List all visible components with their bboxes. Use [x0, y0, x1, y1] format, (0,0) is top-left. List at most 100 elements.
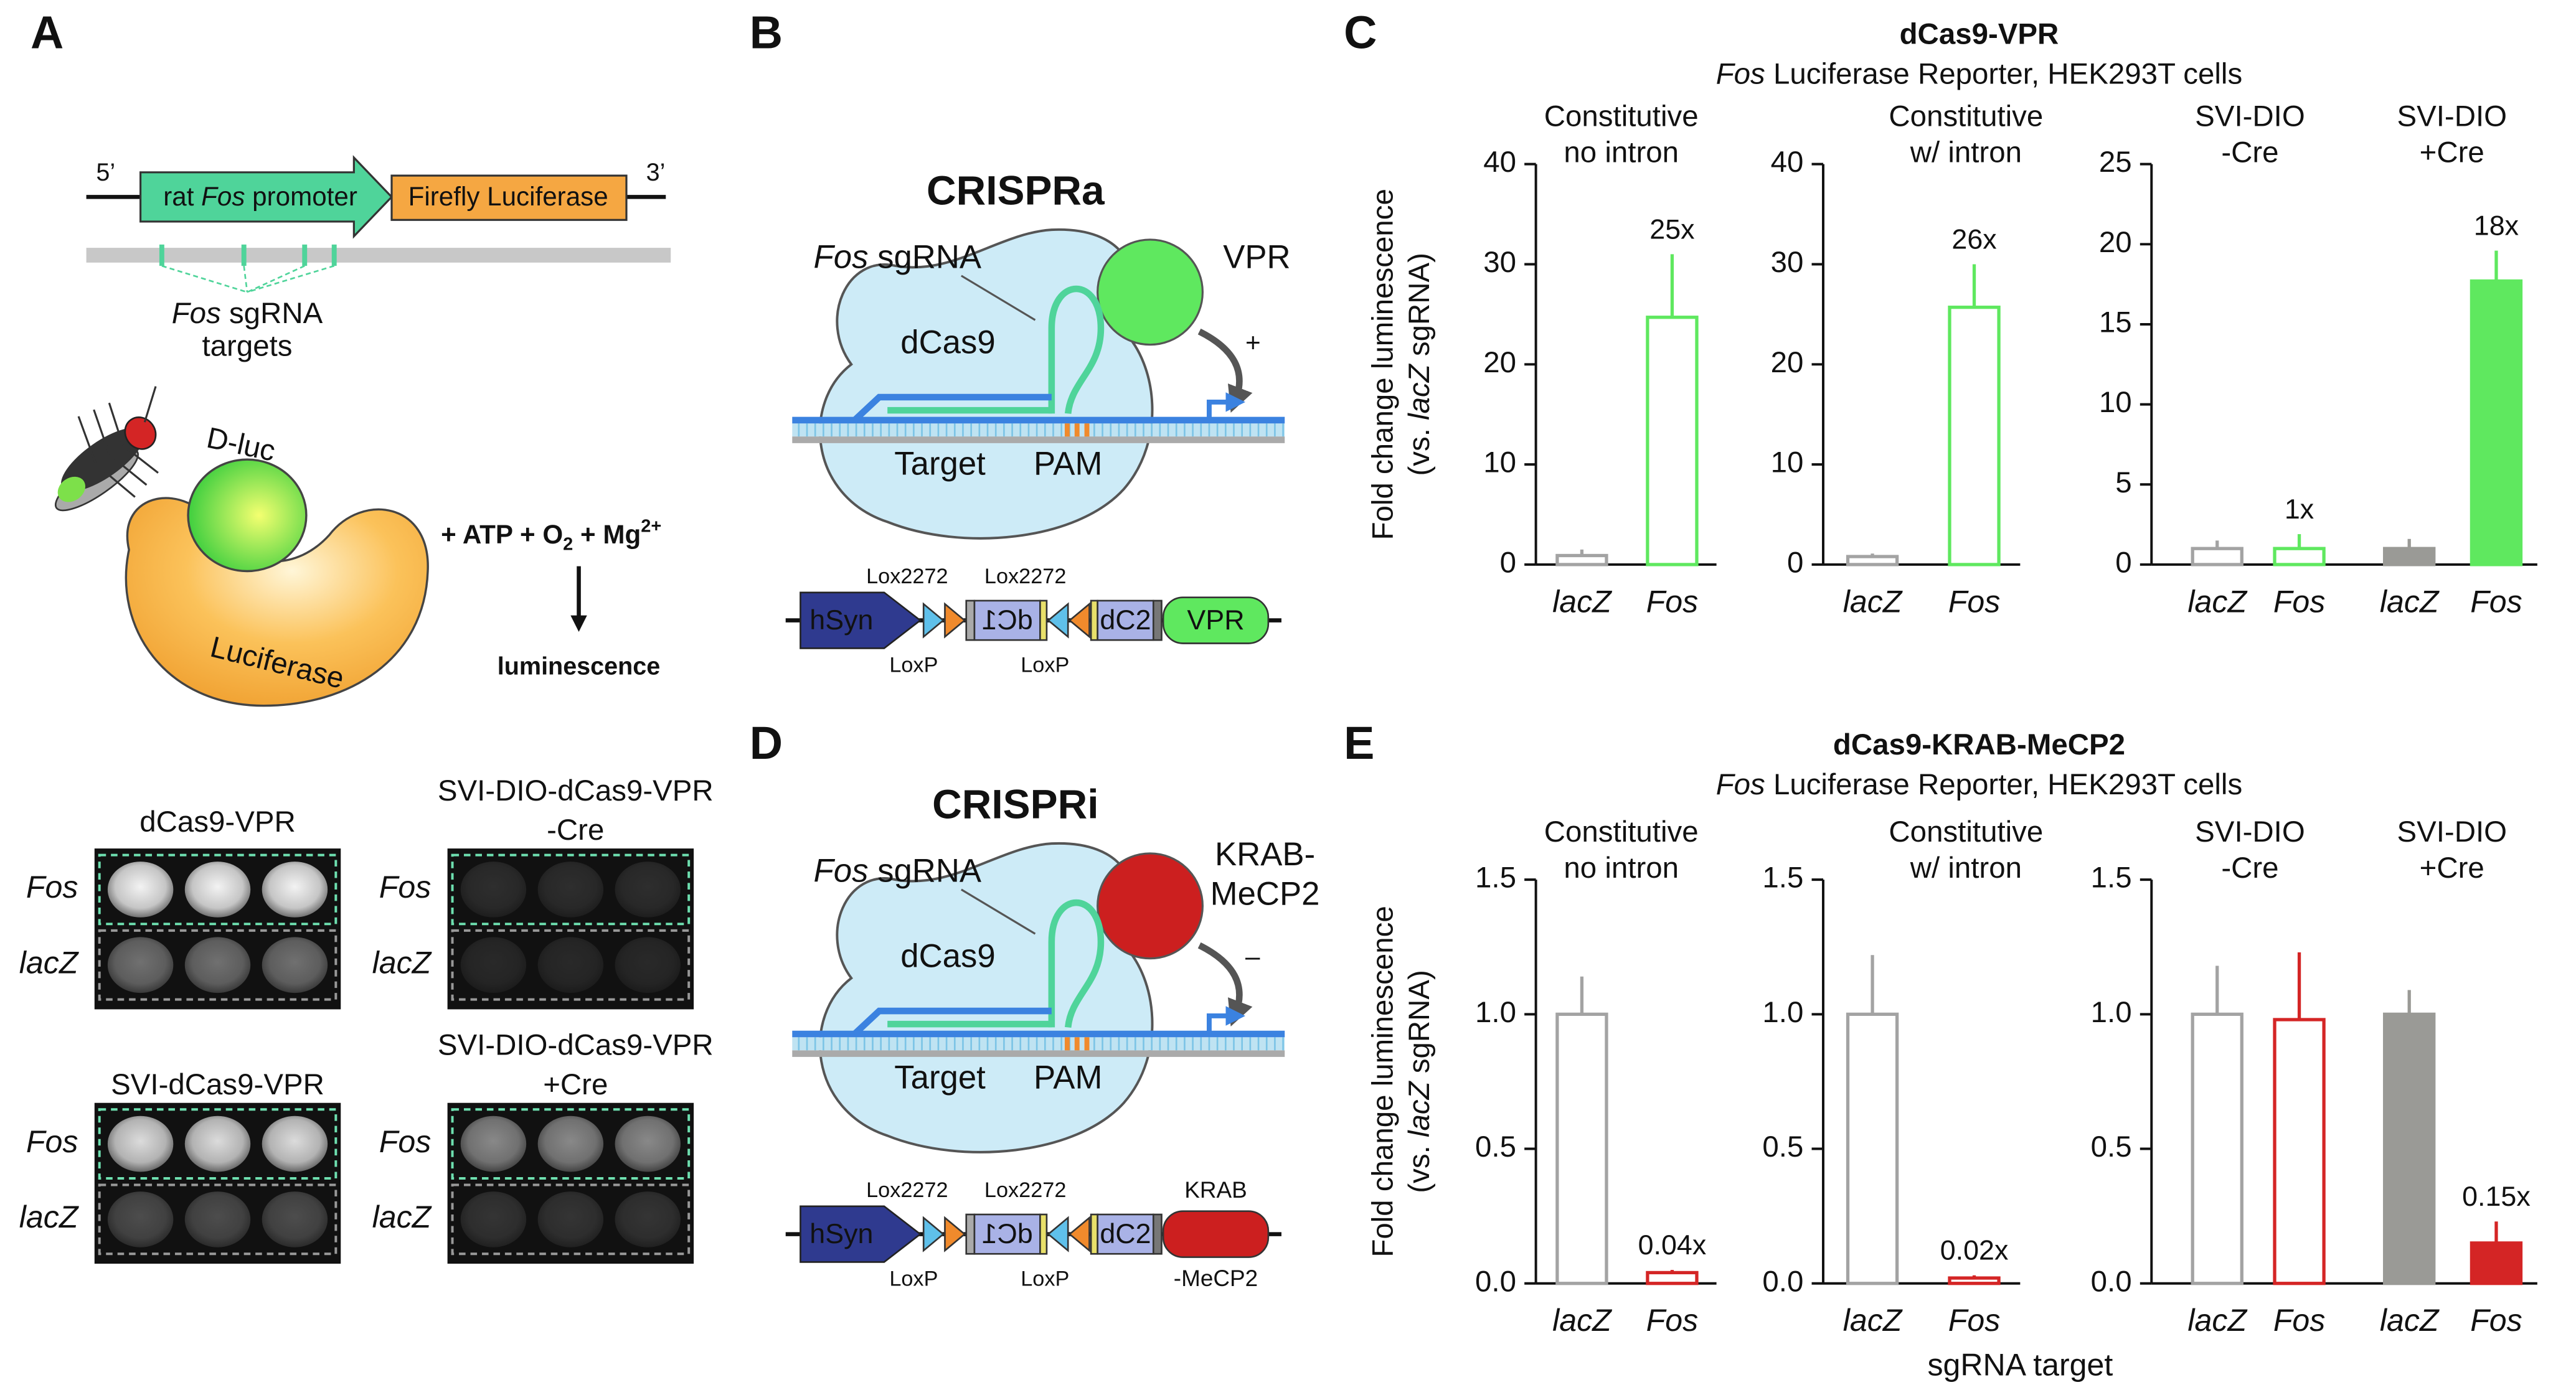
subplot-title: -Cre: [2221, 136, 2278, 169]
exon1-label: dC1: [982, 604, 1033, 636]
y-tick-label: 1.5: [2091, 862, 2132, 895]
fly-leg: [108, 454, 148, 486]
y-tick-label: 20: [1771, 346, 1804, 379]
x-tick-label: lacZ: [1843, 584, 1903, 619]
y-tick-label: 0.5: [2091, 1130, 2132, 1163]
bar: [2191, 547, 2243, 566]
x-tick-label: Fos: [1948, 1303, 2000, 1338]
y-tick-label: 1.0: [1475, 996, 1516, 1029]
y-tick-label: 40: [1771, 146, 1804, 179]
x-tick-label: lacZ: [2187, 1303, 2247, 1338]
exon2-label: dC2: [1100, 604, 1151, 636]
y-tick-label: 1.5: [1475, 862, 1516, 895]
value-label: 1x: [2285, 494, 2314, 525]
chart-title: dCas9-KRAB-MeCP2: [1833, 728, 2125, 761]
curve-arrow: [1197, 942, 1253, 1027]
chart-title: dCas9-VPR: [1900, 18, 2059, 51]
splice: [1090, 599, 1098, 641]
lox2272-label: Lox2272: [866, 1178, 948, 1202]
pam-site: [1064, 423, 1070, 437]
chart-subtitle-part: Fos: [1716, 57, 1765, 90]
sgrna-pointer: [961, 888, 1036, 935]
lox2272-site: [1047, 1216, 1069, 1252]
row-outline: [451, 853, 691, 926]
utr: [965, 599, 976, 641]
subplot-title: SVI-DIO: [2195, 815, 2305, 848]
subplot-title: SVI-DIO: [2397, 100, 2507, 133]
exon1-label: dC1: [982, 1218, 1033, 1249]
chart-subtitle: Fos Luciferase Reporter, HEK293T cells: [1716, 57, 2243, 90]
sgrna-pointer: [961, 275, 1036, 321]
loxp-label: LoxP: [889, 1267, 938, 1290]
subplot-title: +Cre: [2420, 852, 2484, 885]
loxp-site: [944, 1216, 966, 1252]
subplot-title: no intron: [1564, 852, 1679, 885]
exon1-box: [973, 1213, 1041, 1255]
row-label: Fos: [26, 870, 78, 904]
y-tick-label: 40: [1483, 146, 1516, 179]
well: [615, 1191, 681, 1247]
sgrna-site: [241, 244, 247, 266]
subplot-title: Constitutive: [1544, 815, 1699, 848]
pam-label: PAM: [1034, 446, 1102, 482]
sgrna: [1048, 285, 1105, 415]
well: [537, 862, 604, 918]
effector-label: MeCP2: [1210, 875, 1320, 912]
bar: [1948, 1276, 2001, 1285]
bar: [2383, 547, 2436, 566]
subplot-title: no intron: [1564, 136, 1679, 169]
panel-label: E: [1344, 717, 1374, 769]
exon2-box: [1097, 599, 1154, 641]
well: [262, 1116, 328, 1172]
panel-label: D: [750, 717, 783, 769]
subplot-title: w/ intron: [1910, 136, 2022, 169]
row-label: lacZ: [372, 1200, 432, 1234]
fly-antenna: [143, 386, 157, 423]
x-axis-label: sgRNA target: [1927, 1347, 2113, 1382]
subplot-title: w/ intron: [1910, 852, 2022, 885]
scheme-title: CRISPRi: [932, 781, 1098, 827]
targets-label: Fos sgRNA: [172, 297, 323, 330]
chart-subtitle-part: Fos: [1716, 768, 1765, 801]
target-label: Target: [894, 1059, 986, 1096]
x-tick-label: lacZ: [2187, 584, 2247, 619]
row-label: Fos: [26, 1124, 78, 1159]
row-label: lacZ: [372, 945, 432, 980]
panel-label: C: [1344, 7, 1377, 59]
dluc-shape: [187, 458, 308, 573]
bar: [2470, 279, 2523, 566]
firefly: [54, 386, 159, 512]
y-tick-label: 0: [1787, 546, 1803, 579]
y-tick-label: 10: [1483, 446, 1516, 479]
loxp-label: LoxP: [1021, 653, 1069, 677]
fly-body: [61, 428, 144, 492]
value-label: 0.04x: [1638, 1229, 1707, 1261]
fly-leg: [122, 444, 159, 474]
lox2272-label: Lox2272: [984, 565, 1066, 588]
fly-glow: [57, 476, 85, 502]
sgrna-label: Fos sgRNA: [814, 853, 982, 890]
bar: [2273, 547, 2326, 566]
x-tick-label: lacZ: [2380, 584, 2440, 619]
genome-bar: [86, 248, 671, 263]
y-tick-label: 20: [2099, 226, 2132, 259]
bar: [1646, 316, 1699, 566]
well-title: SVI-dCas9-VPR: [111, 1068, 324, 1101]
value-label: 0.15x: [2462, 1181, 2531, 1212]
dna-hatch: [792, 1037, 1285, 1051]
y-axis-label-part: (vs.: [1403, 1137, 1436, 1193]
effector-box: [1162, 1210, 1270, 1258]
sgrna-label: Fos sgRNA: [814, 238, 982, 275]
pam-site: [1084, 1037, 1090, 1051]
three-prime: 3’: [646, 159, 666, 186]
loxp-label: LoxP: [1021, 1267, 1069, 1290]
bar: [1846, 1012, 1899, 1285]
well: [615, 1116, 681, 1172]
dcas9-shape: [819, 228, 1154, 540]
row-label: lacZ: [19, 945, 79, 980]
y-tick-label: 1.5: [1762, 862, 1803, 895]
y-axis-label: Fold change luminescence: [1367, 189, 1400, 540]
y-tick-label: 10: [1771, 446, 1804, 479]
subplot-title: -Cre: [2221, 852, 2278, 885]
